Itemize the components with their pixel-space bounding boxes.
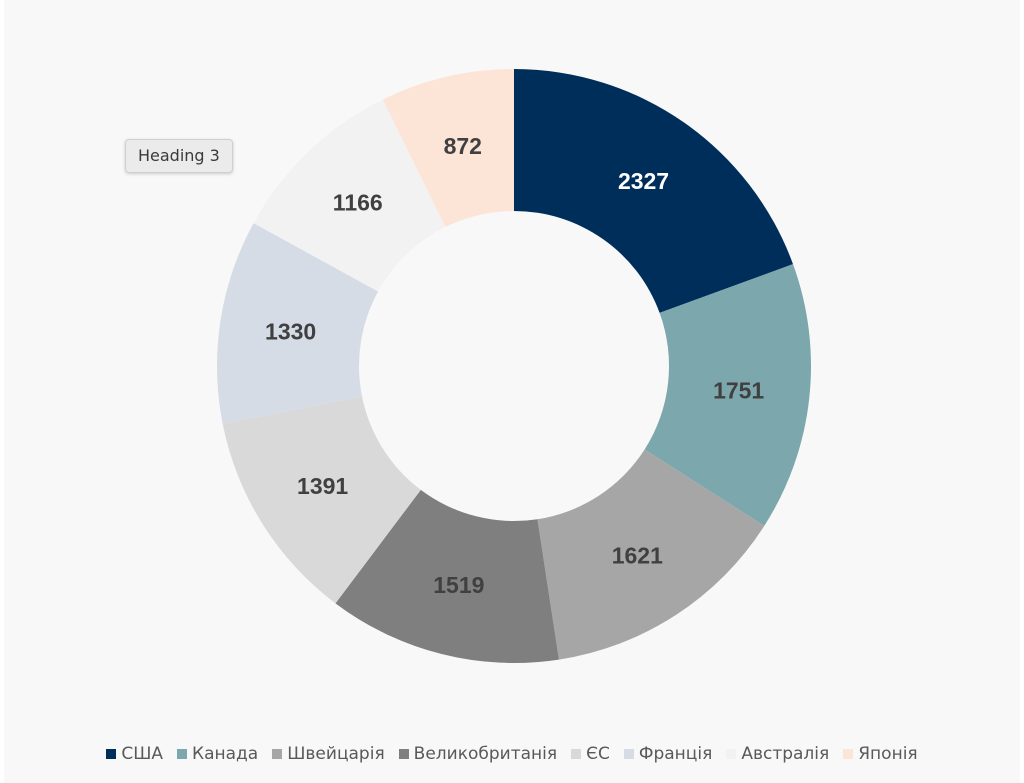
slice-value-label-0: 2327 — [618, 168, 669, 194]
donut-slice-4 — [222, 396, 421, 604]
legend-label-3: Великобританія — [413, 744, 558, 764]
donut-slice-5 — [216, 223, 379, 424]
donut-chart: 2327 1751 1621 1519 1391 1330 1166 872 — [216, 69, 811, 663]
donut-slice-7 — [382, 69, 514, 227]
donut-slice-2 — [537, 449, 765, 660]
legend-swatch-4 — [571, 749, 582, 759]
legend-item-3: Великобританія — [398, 744, 558, 764]
legend-swatch-0 — [106, 749, 117, 759]
legend-label-0: США — [121, 744, 164, 764]
legend-item-5: Франція — [623, 744, 713, 764]
legend-swatch-6 — [726, 749, 737, 759]
legend-item-6: Австралія — [726, 744, 829, 764]
legend-swatch-2 — [272, 749, 283, 759]
legend-label-2: Швейцарія — [287, 744, 385, 764]
legend-label-7: Японія — [858, 744, 918, 764]
legend-item-4: ЄС — [571, 744, 610, 764]
legend-item-1: Канада — [177, 744, 258, 764]
legend-swatch-3 — [398, 749, 409, 759]
slice-value-label-7: 872 — [444, 133, 482, 159]
slice-value-label-3: 1519 — [433, 572, 484, 598]
legend-item-7: Японія — [843, 744, 918, 764]
donut-slice-3 — [335, 489, 559, 663]
donut-slice-1 — [644, 264, 811, 526]
legend-item-2: Швейцарія — [272, 744, 385, 764]
legend-label-4: ЄС — [586, 744, 610, 764]
legend-swatch-5 — [623, 749, 634, 759]
slice-value-label-5: 1330 — [265, 319, 316, 345]
slice-value-label-1: 1751 — [713, 378, 764, 404]
legend-swatch-7 — [843, 749, 854, 759]
slice-value-label-2: 1621 — [612, 542, 663, 568]
legend-label-1: Канада — [192, 744, 259, 764]
heading-tooltip: Heading 3 — [125, 139, 233, 173]
donut-slice-6 — [253, 99, 446, 292]
slice-value-label-4: 1391 — [297, 473, 348, 499]
slice-value-label-6: 1166 — [333, 190, 383, 216]
chart-legend: США Канада Швейцарія Великобританія ЄС Франці… — [4, 744, 1020, 764]
donut-slice-0 — [514, 69, 793, 313]
legend-swatch-1 — [177, 749, 188, 759]
legend-label-5: Франція — [638, 744, 713, 764]
chart-area: 2327 1751 1621 1519 1391 1330 1166 872 Heading … — [4, 0, 1020, 783]
legend-label-6: Австралія — [741, 744, 830, 764]
legend-item-0: США — [106, 744, 163, 764]
